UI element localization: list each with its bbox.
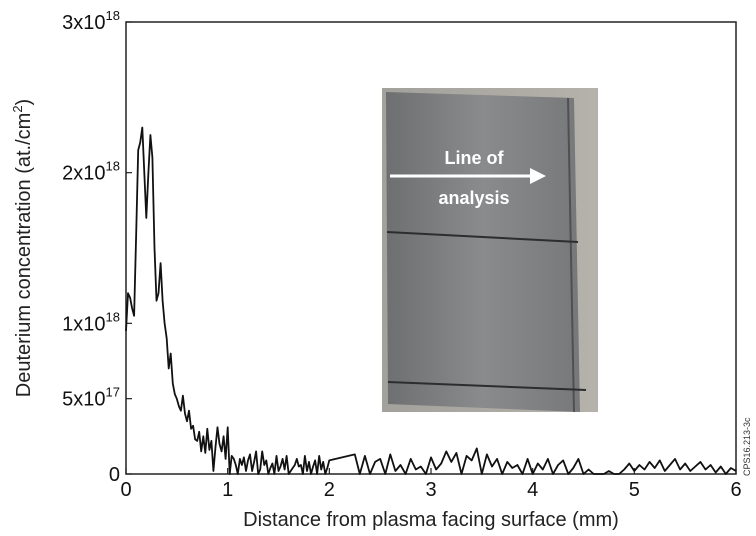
y-tick-label-base: 0	[109, 464, 120, 486]
y-tick-label: 2x1018	[62, 159, 120, 185]
x-axis-title: Distance from plasma facing surface (mm)	[243, 509, 619, 531]
x-tick-label: 1	[222, 479, 233, 501]
x-tick-label: 0	[120, 479, 131, 501]
y-tick-label-exp: 18	[106, 309, 120, 324]
series-layer	[125, 126, 737, 475]
y-tick-label: 3x1018	[62, 8, 120, 34]
y-tick-label-exp: 18	[106, 159, 120, 174]
x-tick-label: 5	[629, 479, 640, 501]
y-tick-label-base: 5x10	[62, 389, 105, 411]
inset-label-line2: analysis	[438, 188, 509, 208]
y-tick-label-exp: 17	[106, 385, 120, 400]
x-tick-label: 2	[324, 479, 335, 501]
y-tick-label-base: 2x10	[62, 163, 105, 185]
inset-groove-top	[386, 231, 579, 243]
y-tick-label: 5x1017	[62, 385, 120, 411]
x-tick-label: 3	[425, 479, 436, 501]
inset-label-line1: Line of	[445, 148, 505, 168]
figure-id: CPS16.213-3c	[742, 417, 752, 476]
x-ticks: 0 1 2 3 4 5 6	[120, 468, 742, 501]
y-tick-label: 1x1018	[62, 309, 120, 335]
y-axis-title: Deuterium concentration (at./cm2)	[10, 99, 35, 397]
inset-photo: Line of analysis	[382, 88, 598, 413]
y-axis-title-close: )	[13, 99, 35, 106]
x-tick-label: 6	[730, 479, 741, 501]
y-tick-label-base: 3x10	[62, 12, 105, 34]
inset-plate	[386, 92, 580, 412]
analysis-arrow-head	[530, 168, 546, 184]
x-tick-label: 4	[527, 479, 538, 501]
inset-edge	[567, 97, 575, 413]
series-line	[125, 126, 737, 475]
y-axis-title-main: Deuterium concentration (at./cm	[13, 113, 35, 398]
inset-groove-bottom	[387, 381, 587, 391]
y-axis-title-sup: 2	[10, 105, 25, 112]
y-tick-label-base: 1x10	[62, 313, 105, 335]
y-tick-label-exp: 18	[106, 8, 120, 23]
y-tick-label: 0	[109, 464, 120, 486]
